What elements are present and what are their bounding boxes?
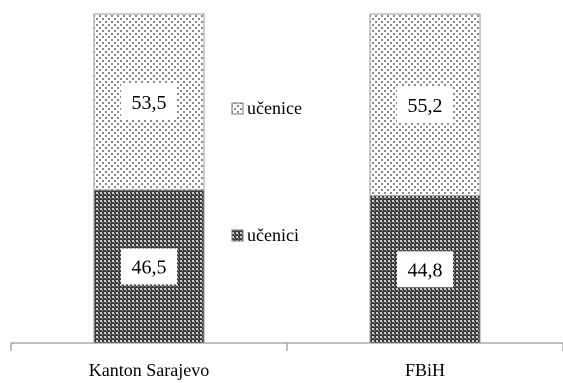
bars-group: 46,5 53,5 44,8 55,2 [93,13,481,344]
data-label: 53,5 [132,92,167,114]
data-label: 44,8 [408,259,443,281]
x-axis: Kanton Sarajevo FBiH [10,342,563,380]
legend-swatch [231,102,244,115]
data-label-box [121,84,177,121]
data-label: 46,5 [132,257,167,279]
legend-swatch [231,229,244,242]
legend-label: učenice [247,98,302,118]
x-tick-label: Kanton Sarajevo [89,360,209,380]
data-label-box [121,248,177,285]
data-label: 55,2 [408,95,443,117]
data-label-box [397,251,453,288]
legend: učenice učenici [231,98,302,245]
legend-label: učenici [247,225,299,245]
data-label-box [397,86,453,123]
x-tick-label: FBiH [405,360,445,380]
